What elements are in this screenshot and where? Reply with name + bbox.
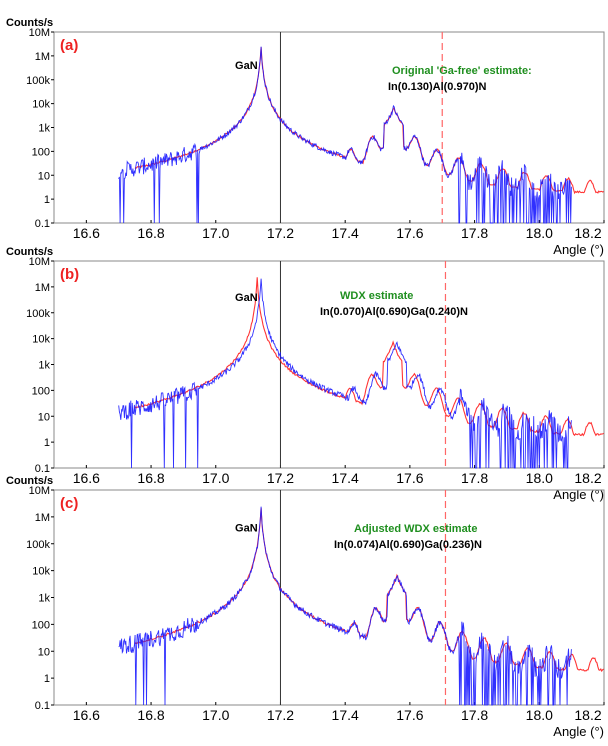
x-tick-label: 16.8 (137, 225, 164, 241)
y-tick-label: 10 (38, 411, 50, 423)
y-tick-label: 10k (32, 334, 50, 346)
x-tick-label: 18.0 (526, 225, 553, 241)
y-tick-label: 100 (32, 619, 50, 631)
x-tick-label: 16.6 (73, 225, 100, 241)
y-tick-label: 10 (38, 646, 50, 658)
panel-a: 0.1 1 10 100 1k 10k 100k 1M 10M 16.6 16.8 17.0 17.2 1… (6, 17, 605, 257)
y-tick-label: 0.1 (35, 218, 50, 230)
panel-c: 0.1 1 10 100 1k 10k 100k 1M 10M 16.6 16.8 17.0 17.2 1… (6, 475, 605, 739)
y-tick-label: 1M (35, 51, 50, 63)
y-tick-label: 10M (29, 27, 50, 39)
x-tick-label: 17.6 (396, 470, 423, 486)
y-tick-label: 100k (26, 75, 50, 87)
y-tick-label: 1k (38, 123, 50, 135)
x-tick-label: 16.6 (73, 470, 100, 486)
plot-frame (53, 31, 605, 224)
x-tick-label: 17.8 (461, 225, 488, 241)
x-tick-label: 17.4 (332, 225, 359, 241)
y-tick-label: 1M (35, 282, 50, 294)
x-tick-label: 16.6 (73, 707, 100, 723)
x-tick-label: 17.0 (202, 707, 229, 723)
y-tick-label: 1k (38, 593, 50, 605)
peak-label: GaN (235, 523, 258, 535)
x-tick-label: 17.2 (267, 707, 294, 723)
annotation-title: WDX estimate (340, 290, 413, 302)
y-axis-label: Counts/s (6, 246, 53, 258)
y-tick-label: 10k (32, 566, 50, 578)
x-tick-label: 18.0 (526, 707, 553, 723)
panel-label: (b) (60, 266, 79, 283)
annotation-formula: In(0.130)Al(0.970)N (388, 81, 486, 93)
y-tick-label: 10M (29, 256, 50, 268)
y-tick-label: 1 (44, 194, 50, 206)
x-tick-label: 17.2 (267, 225, 294, 241)
y-axis-label: Counts/s (6, 475, 53, 487)
x-tick-label: 18.2 (574, 707, 601, 723)
measured-curve (118, 46, 572, 224)
y-tick-label: 100k (26, 539, 50, 551)
annotation-title: Original 'Ga-free' estimate: (392, 65, 532, 77)
panel-label: (a) (60, 37, 78, 54)
annotation-formula: In(0.074)Al(0.690)Ga(0.236)N (334, 539, 482, 551)
x-tick-label: 17.0 (202, 470, 229, 486)
annotation-formula: In(0.070)Al(0.690)Ga(0.240)N (320, 306, 468, 318)
y-tick-label: 100 (32, 385, 50, 397)
y-tick-label: 0.1 (35, 463, 50, 475)
x-tick-label: 18.2 (574, 225, 601, 241)
measured-curve (118, 506, 572, 706)
simulated-curve (134, 47, 604, 195)
peak-label: GaN (235, 292, 258, 304)
y-axis-label: Counts/s (6, 17, 53, 29)
x-tick-label: 17.0 (202, 225, 229, 241)
x-tick-label: 17.6 (396, 225, 423, 241)
y-tick-label: 10k (32, 99, 50, 111)
x-axis-label: Angle (°) (553, 242, 604, 257)
y-tick-label: 1k (38, 360, 50, 372)
x-tick-label: 16.8 (137, 470, 164, 486)
y-tick-label: 0.1 (35, 700, 50, 712)
panel-label: (c) (60, 495, 78, 512)
x-tick-label: 16.8 (137, 707, 164, 723)
y-tick-label: 1 (44, 673, 50, 685)
x-tick-label: 18.2 (574, 470, 601, 486)
x-tick-label: 17.2 (267, 470, 294, 486)
x-tick-label: 17.4 (332, 707, 359, 723)
y-tick-label: 100k (26, 308, 50, 320)
peak-label: GaN (235, 60, 258, 72)
x-tick-label: 17.6 (396, 707, 423, 723)
x-tick-label: 18.0 (526, 470, 553, 486)
y-tick-label: 100 (32, 146, 50, 158)
simulated-curve (134, 277, 604, 437)
x-axis-label: Angle (°) (553, 487, 604, 502)
x-tick-label: 17.8 (461, 707, 488, 723)
x-tick-label: 17.4 (332, 470, 359, 486)
y-tick-label: 1 (44, 437, 50, 449)
measured-curve (118, 278, 572, 469)
annotation-title: Adjusted WDX estimate (354, 523, 477, 535)
y-tick-label: 10 (38, 170, 50, 182)
x-axis-label: Angle (°) (553, 724, 604, 739)
x-tick-label: 17.8 (461, 470, 488, 486)
y-tick-label: 10M (29, 485, 50, 497)
y-tick-label: 1M (35, 512, 50, 524)
panel-b: 0.1 1 10 100 1k 10k 100k 1M 10M 16.6 16.8 17.0 17.2 1… (6, 246, 605, 502)
